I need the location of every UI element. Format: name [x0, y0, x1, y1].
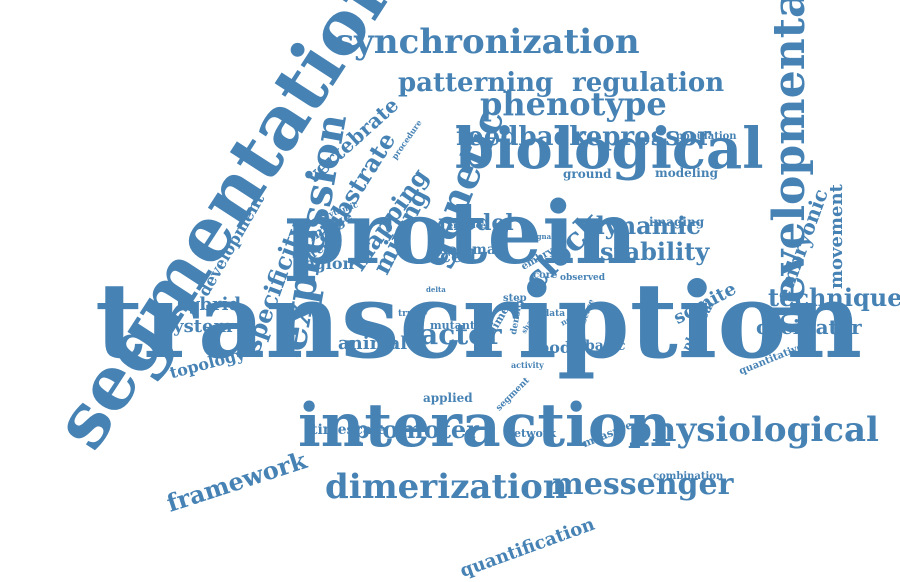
cloud-word: combination: [653, 471, 724, 483]
cloud-word: patterning: [398, 67, 554, 98]
cloud-word: body: [538, 337, 581, 357]
cloud-word: timescale: [311, 422, 387, 439]
cloud-word: mutant: [430, 319, 475, 333]
cloud-word: dynamic: [588, 211, 701, 241]
cloud-word: stability: [600, 237, 710, 267]
cloud-word: regulation: [572, 67, 725, 98]
cloud-word: dimerization: [325, 467, 568, 508]
cloud-word: data: [543, 308, 566, 319]
cloud-word: movement: [826, 184, 847, 289]
cloud-word: model: [438, 209, 514, 236]
cloud-word: repressor: [572, 121, 711, 152]
cloud-word: truth: [398, 308, 425, 319]
cloud-word: animal: [338, 332, 408, 354]
cloud-word: imaging: [649, 214, 705, 229]
cloud-word: population: [676, 131, 737, 143]
cloud-word: map: [472, 242, 506, 259]
cloud-word: ground: [563, 166, 612, 181]
cloud-word: phenotype: [480, 85, 667, 124]
cloud-word: region: [296, 253, 355, 273]
cloud-word: protein: [285, 182, 638, 284]
cloud-word: network: [506, 427, 557, 441]
cloud-word: loop: [433, 242, 467, 259]
cloud-word: signal: [530, 231, 554, 241]
cloud-word: delta: [426, 284, 446, 294]
cloud-word: physiological: [628, 410, 879, 451]
cloud-word: quantification: [457, 513, 598, 582]
cloud-word: enhance: [448, 219, 486, 230]
cloud-word: observed: [560, 272, 606, 283]
cloud-word: synchronization: [335, 22, 640, 63]
cloud-word: promoter: [353, 415, 479, 445]
cloud-word: core: [533, 270, 558, 282]
cloud-word: oscillator: [756, 315, 862, 340]
cloud-word: transcription: [95, 258, 863, 382]
cloud-word: activity: [511, 359, 544, 370]
cloud-word: messenger: [552, 466, 734, 502]
cloud-word: basic: [585, 338, 626, 355]
cloud-word: hybrid: [176, 293, 242, 315]
cloud-word: factor: [408, 318, 502, 352]
cloud-word: modeling: [655, 165, 718, 180]
cloud-word: applied: [423, 390, 473, 405]
cloud-word: technique: [768, 283, 900, 313]
cloud-word: step: [503, 293, 527, 305]
cloud-word: framework: [163, 445, 311, 518]
cloud-word: biological: [455, 116, 764, 183]
cloud-word: interaction: [298, 391, 672, 462]
cloud-word: feedback: [456, 121, 588, 152]
cloud-word: cell: [440, 245, 477, 267]
cloud-word: system: [163, 315, 233, 337]
